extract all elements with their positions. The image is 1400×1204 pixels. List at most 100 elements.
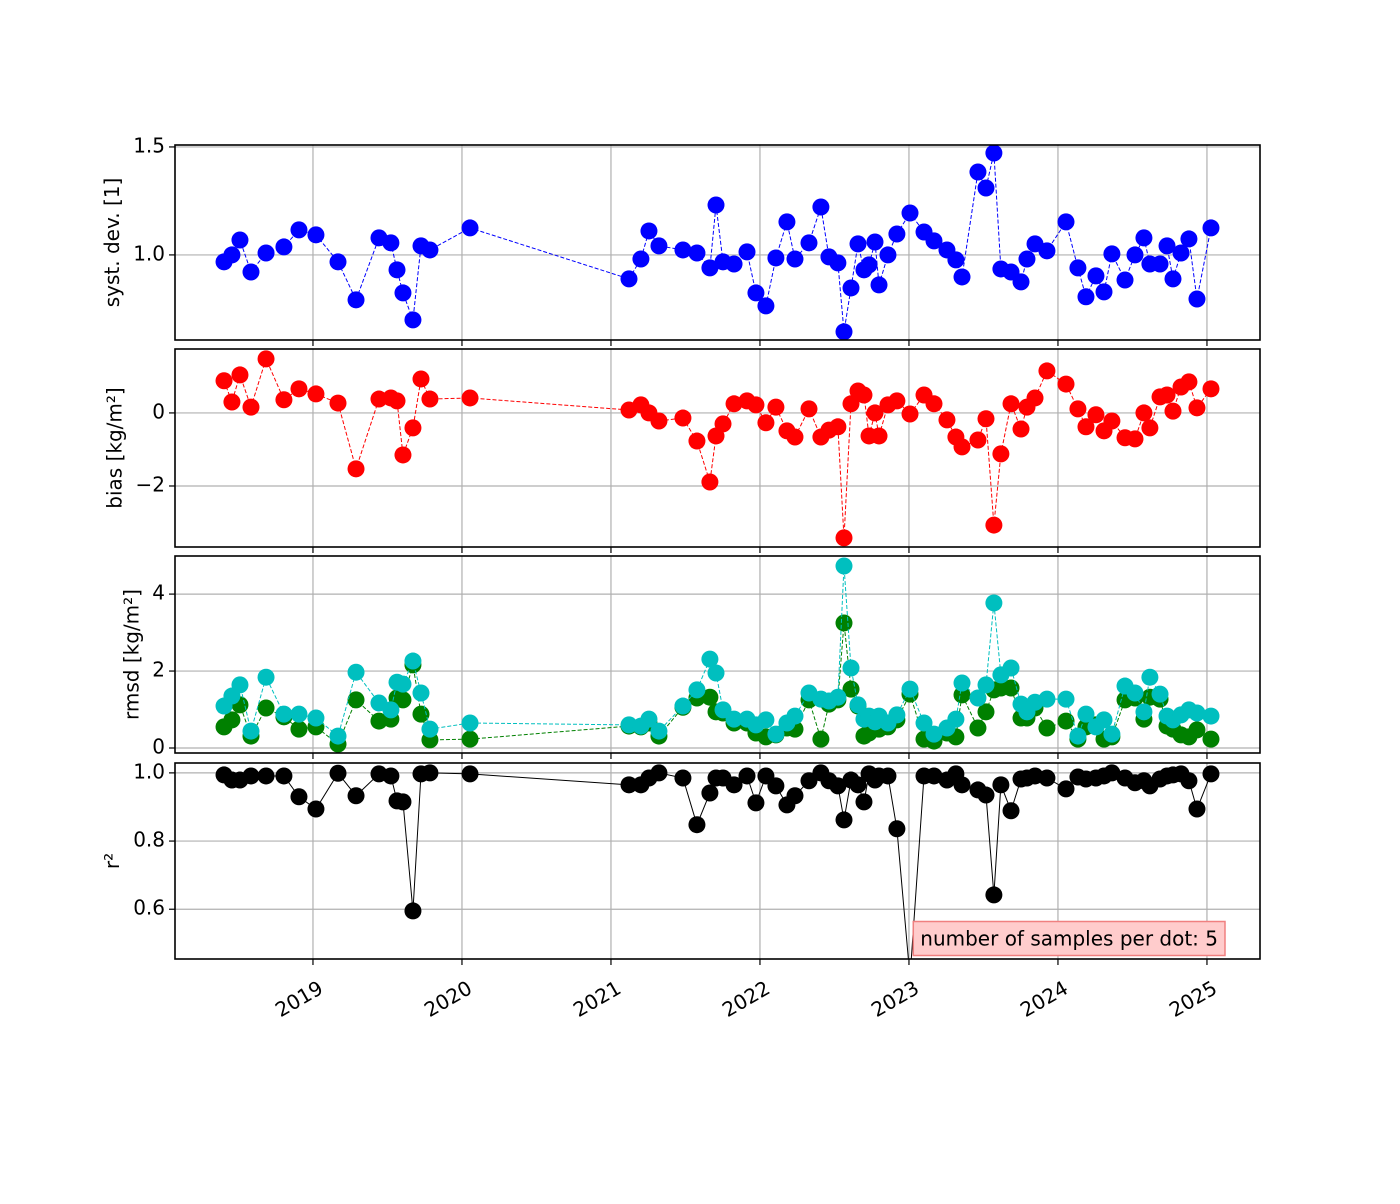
data-point (977, 676, 995, 694)
data-point (855, 386, 873, 404)
data-point (1172, 244, 1190, 262)
data-point (1012, 273, 1030, 291)
annotation: number of samples per dot: 5 (920, 927, 1218, 951)
data-point (888, 225, 906, 243)
data-point (421, 720, 439, 738)
data-point (329, 253, 347, 271)
data-point (242, 398, 260, 416)
data-point (388, 261, 406, 279)
plot-area (215, 145, 1220, 340)
data-point (969, 163, 987, 181)
data-point (347, 787, 365, 805)
y-tick-label: 0.8 (133, 828, 165, 852)
data-point (1135, 703, 1153, 721)
data-point (674, 697, 692, 715)
data-point (347, 663, 365, 681)
y-axis-label: rmsd [kg/m²] (119, 589, 143, 720)
data-point (953, 438, 971, 456)
data-point (1002, 802, 1020, 820)
data-point (1069, 400, 1087, 418)
data-point (620, 270, 638, 288)
data-point (767, 777, 785, 795)
data-point (674, 409, 692, 427)
data-point (786, 707, 804, 725)
data-point (329, 727, 347, 745)
data-point (985, 886, 1003, 904)
data-point (1180, 373, 1198, 391)
data-point (985, 594, 1003, 612)
data-point (947, 710, 965, 728)
data-point (1002, 659, 1020, 677)
data-point (829, 418, 847, 436)
data-point (969, 719, 987, 737)
data-point (888, 706, 906, 724)
annotation-box (912, 920, 1226, 957)
data-point (835, 323, 853, 340)
data-point (421, 390, 439, 408)
data-point (901, 204, 919, 222)
data-point (757, 711, 775, 729)
data-point (786, 787, 804, 805)
data-point (849, 235, 867, 253)
data-point (1057, 712, 1075, 730)
data-point (412, 370, 430, 388)
data-point (1188, 721, 1206, 739)
x-tick-label: 2023 (867, 976, 923, 1022)
data-point (767, 725, 785, 743)
data-point (985, 516, 1003, 534)
data-point (421, 241, 439, 259)
x-tick-label: 2020 (420, 976, 476, 1022)
plot-area (215, 764, 1220, 959)
data-point (257, 350, 275, 368)
data-point (842, 680, 860, 698)
data-point (688, 432, 706, 450)
data-point (1038, 242, 1056, 260)
panel: −2 0 bias [kg/m²] (103, 348, 1261, 553)
data-point (688, 816, 706, 834)
data-point (421, 764, 439, 782)
y-tick-label: 4 (152, 581, 165, 605)
x-tick-label: 2021 (569, 976, 625, 1022)
data-point (1087, 267, 1105, 285)
data-point (1126, 684, 1144, 702)
data-point (969, 689, 987, 707)
data-point (1126, 430, 1144, 448)
data-point (725, 255, 743, 273)
data-point (786, 428, 804, 446)
data-point (707, 196, 725, 214)
data-point (757, 297, 775, 315)
data-point (388, 392, 406, 410)
data-point (275, 391, 293, 409)
data-point (394, 793, 412, 811)
data-point (1057, 375, 1075, 393)
data-point (1158, 237, 1176, 255)
data-point (925, 767, 943, 785)
data-point (870, 427, 888, 445)
panel: 1.0 1.5 syst. dev. [1] (100, 133, 1261, 346)
data-point (382, 701, 400, 719)
data-point (835, 811, 853, 829)
data-point (632, 250, 650, 268)
data-point (307, 709, 325, 727)
data-point (231, 231, 249, 249)
data-point (938, 411, 956, 429)
axes-frame (174, 555, 1261, 754)
data-point (842, 279, 860, 297)
data-point (394, 446, 412, 464)
data-point (855, 793, 873, 811)
data-point (1077, 705, 1095, 723)
data-point (1103, 725, 1121, 743)
data-point (215, 372, 233, 390)
data-point (714, 415, 732, 433)
data-point (1103, 764, 1121, 782)
y-tick-label: 0 (152, 734, 165, 758)
data-point (849, 776, 867, 794)
data-point (701, 784, 719, 802)
data-point (1116, 271, 1134, 289)
data-point (701, 650, 719, 668)
data-point (860, 256, 878, 274)
axes-frame (174, 762, 1261, 960)
axes-frame (174, 144, 1261, 341)
data-point (1038, 362, 1056, 380)
data-point (404, 419, 422, 437)
